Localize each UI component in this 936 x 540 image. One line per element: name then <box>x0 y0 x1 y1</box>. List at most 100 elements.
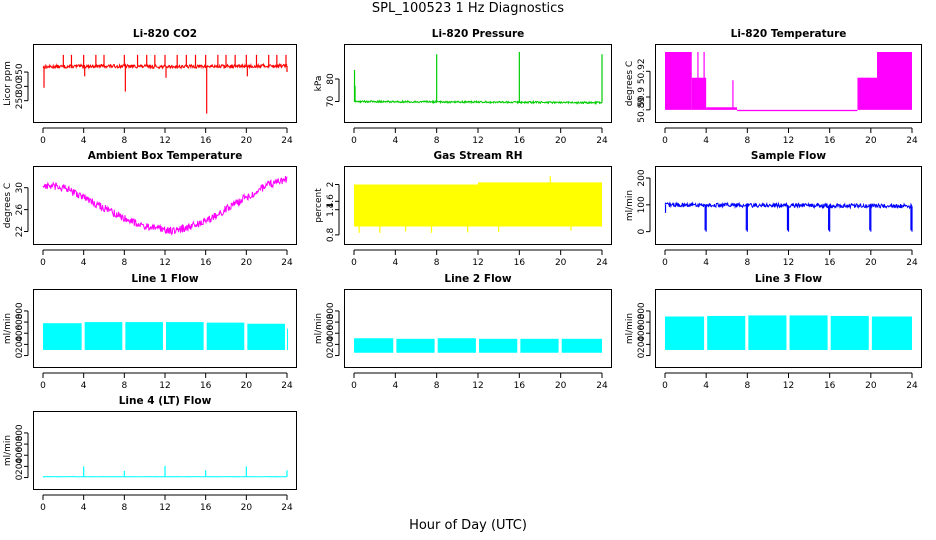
x-tick-label: 16 <box>514 381 526 391</box>
panel-title: Sample Flow <box>751 150 826 162</box>
panel-title: Line 3 Flow <box>755 273 822 285</box>
x-tick-label: 4 <box>81 258 87 268</box>
panel-title: Gas Stream RH <box>433 150 522 162</box>
panel-rh: Gas Stream RH 0 4 8 12 16 20 24 0.8 1.41.6 2percen… <box>314 150 612 268</box>
band-segment <box>43 323 82 350</box>
x-tick-label: 20 <box>555 381 567 391</box>
x-tick-label: 12 <box>783 381 794 391</box>
band-segment <box>84 322 123 350</box>
y-tick-label: 400 <box>15 324 25 341</box>
x-tick-label: 4 <box>392 381 398 391</box>
series-sample_flow <box>664 201 913 232</box>
y-tick-label: 600 <box>15 435 25 452</box>
y-tick-label: 0 <box>15 352 25 358</box>
y-tick-label: 22 <box>15 226 25 237</box>
x-tick-label: 8 <box>121 136 127 146</box>
x-tick-label: 0 <box>351 381 357 391</box>
x-tick-label: 0 <box>40 136 46 146</box>
x-tick-label: 24 <box>906 136 918 146</box>
series-line1 <box>43 322 289 350</box>
x-tick-label: 16 <box>824 381 836 391</box>
x-tick-label: 0 <box>662 381 668 391</box>
y-tick-label: 26 <box>15 204 25 216</box>
x-tick-label: 0 <box>351 136 357 146</box>
x-tick-label: 0 <box>351 258 357 268</box>
y-tick-label: 400 <box>15 446 25 463</box>
x-tick-label: 20 <box>555 258 567 268</box>
x-tick-label: 12 <box>159 258 170 268</box>
panel-frame <box>655 166 922 245</box>
band-segment <box>520 338 559 353</box>
x-tick-label: 24 <box>281 136 293 146</box>
y-tick-label: 0 <box>15 474 25 480</box>
y-tick-label: 100 <box>637 196 647 213</box>
series-rh <box>354 176 602 233</box>
y-axis-label: degrees C <box>625 61 635 106</box>
x-tick-label: 16 <box>200 136 212 146</box>
x-tick-label: 16 <box>514 136 526 146</box>
band-segment <box>354 184 478 227</box>
x-tick-label: 4 <box>703 381 709 391</box>
band-segment <box>354 338 394 353</box>
y-tick-label: 50.92 <box>637 58 647 84</box>
band-segment <box>789 315 828 350</box>
y-axis-label: percent <box>314 188 324 223</box>
panel-frame <box>33 166 297 245</box>
panel-title: Li-820 CO2 <box>133 28 197 40</box>
panel-frame <box>33 289 297 368</box>
x-tick-label: 8 <box>744 258 750 268</box>
figure-title: SPL_100523 1 Hz Diagnostics <box>371 1 565 16</box>
band-segment <box>437 338 476 353</box>
series-line <box>353 99 603 105</box>
y-axis-label: Licor ppm <box>3 61 13 106</box>
x-tick-label: 8 <box>121 381 127 391</box>
y-axis-label: ml/min <box>314 313 324 344</box>
band-segment <box>706 107 738 110</box>
x-tick-label: 4 <box>81 503 87 513</box>
x-tick-label: 8 <box>434 381 440 391</box>
x-tick-label: 12 <box>472 381 483 391</box>
y-tick-label: 600 <box>326 313 336 330</box>
series-co2 <box>42 54 288 114</box>
x-tick-label: 8 <box>744 381 750 391</box>
band-segment <box>247 323 285 350</box>
band-segment <box>830 315 869 350</box>
x-tick-label: 24 <box>281 503 293 513</box>
band-segment <box>737 109 858 112</box>
panel-frame <box>344 44 612 123</box>
y-axis-label: ml/min <box>625 313 635 344</box>
y-tick-label: 30 <box>15 182 25 194</box>
y-tick-label: 2 <box>326 182 336 188</box>
y-axis-label: ml/min <box>625 190 635 221</box>
x-tick-label: 8 <box>121 503 127 513</box>
x-tick-label: 0 <box>40 381 46 391</box>
x-tick-label: 24 <box>906 381 918 391</box>
y-tick-label: 50.9 <box>637 87 647 107</box>
y-tick-label: 0.8 <box>326 227 336 242</box>
y-tick-label: 80 <box>326 73 336 85</box>
x-tick-label: 4 <box>81 136 87 146</box>
y-tick-label: 800 <box>15 302 25 319</box>
x-tick-label: 12 <box>159 381 170 391</box>
x-tick-label: 20 <box>241 381 253 391</box>
x-tick-label: 12 <box>783 136 794 146</box>
y-tick-label: 0 <box>326 352 336 358</box>
x-tick-label: 12 <box>472 258 483 268</box>
y-tick-label: 1.4 <box>326 202 336 217</box>
figure-xlabel: Hour of Day (UTC) <box>409 518 527 533</box>
x-tick-label: 4 <box>392 136 398 146</box>
x-tick-label: 0 <box>662 258 668 268</box>
y-axis-label: degrees C <box>3 183 13 228</box>
band-segment <box>561 338 602 353</box>
x-tick-label: 20 <box>241 503 253 513</box>
y-tick-label: 0 <box>637 229 647 235</box>
panel-title: Line 4 (LT) Flow <box>119 395 212 407</box>
x-tick-label: 0 <box>662 136 668 146</box>
x-tick-label: 16 <box>200 381 212 391</box>
